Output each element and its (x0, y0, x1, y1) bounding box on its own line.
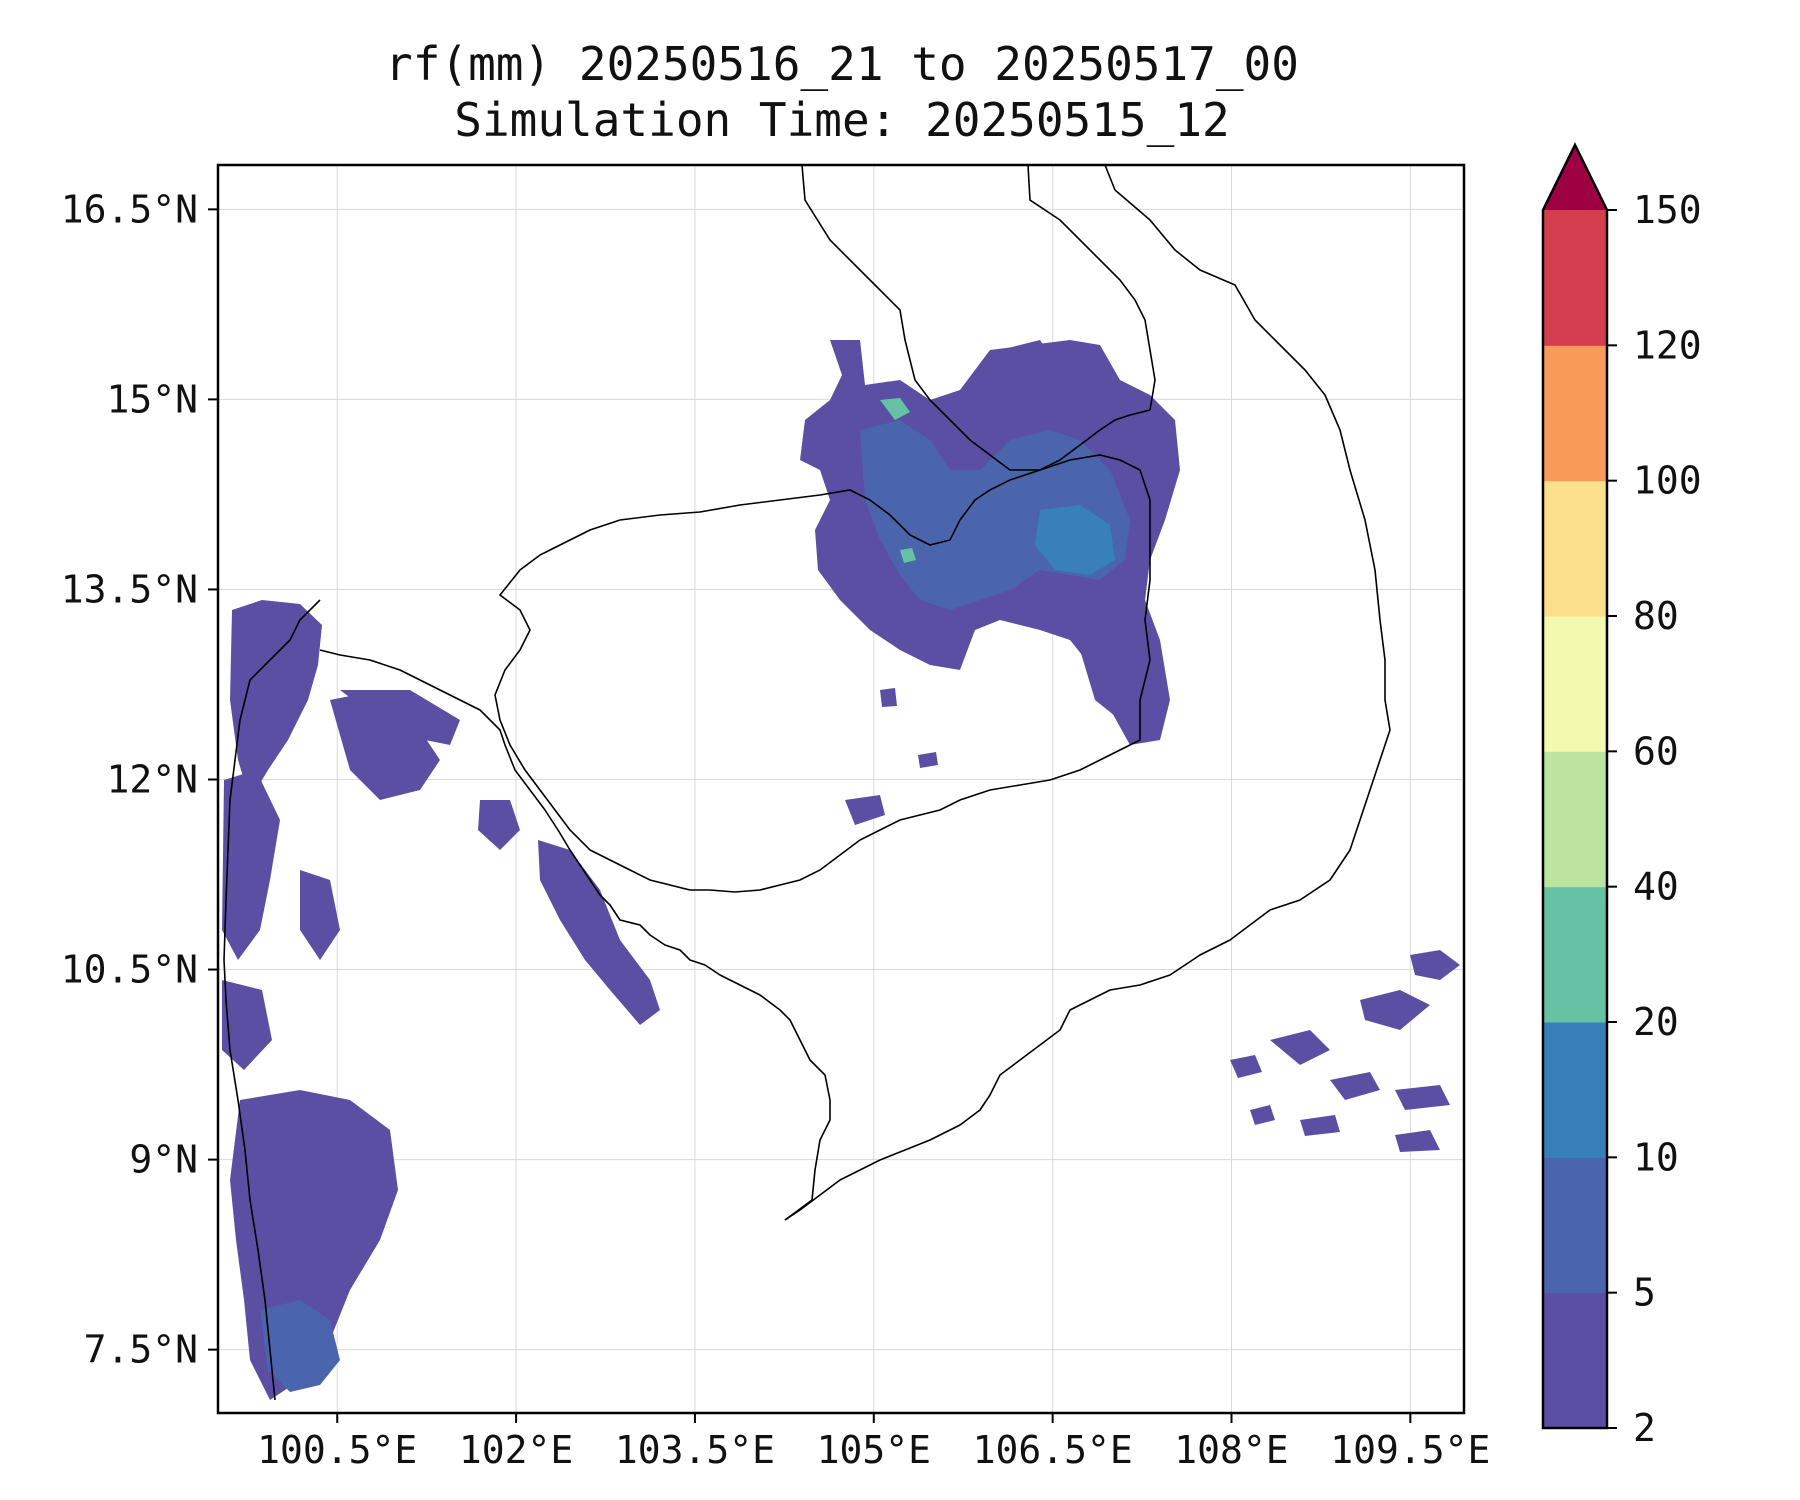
x-tick-label: 106.5°E (973, 1428, 1133, 1472)
border-cambodia (494, 454, 1151, 893)
coastline-mekong-delta (569, 849, 831, 1221)
rain-region-small-1 (845, 795, 885, 825)
title-line-2: Simulation Time: 20250515_12 (454, 93, 1229, 147)
colorbar-tick-label: 2 (1633, 1406, 1656, 1450)
rain-region-sea-4 (1230, 1055, 1262, 1078)
title-line-1: rf(mm) 20250516_21 to 20250517_00 (385, 37, 1299, 91)
colorbar-tick-label: 100 (1633, 459, 1702, 503)
map-panel: 100.5°E 102°E 103.5°E 105°E 106.5°E 108°E 109.… (61, 163, 1490, 1472)
y-tick-label: 12°N (106, 757, 198, 801)
colorbar-band (1543, 210, 1607, 346)
x-tick-label: 100.5°E (257, 1428, 417, 1472)
colorbar-tick-label: 20 (1633, 1000, 1679, 1044)
coastline-gulf-thailand-west (223, 599, 321, 1401)
rain-region-southwest-core (260, 1300, 340, 1392)
rain-region-coast-east (538, 840, 660, 1025)
colorbar-band (1543, 1157, 1607, 1294)
rain-region-eastern-blob (1070, 600, 1140, 720)
rain-region-sea-3 (1270, 1030, 1330, 1065)
colorbar-band (1543, 480, 1607, 617)
rain-region-small-3 (918, 752, 938, 768)
colorbar-extend-arrow (1543, 145, 1607, 210)
colorbar-band (1543, 345, 1607, 482)
x-tick-label: 102°E (459, 1428, 573, 1472)
colorbar-tick-label: 40 (1633, 865, 1679, 909)
y-axis-ticks: 16.5°N 15°N 13.5°N 12°N 10.5°N 9°N 7.5°N (61, 187, 218, 1372)
rain-region-northeast-core (1035, 505, 1115, 575)
rain-region-north-tip (1000, 340, 1060, 400)
y-tick-label: 15°N (106, 377, 198, 421)
colorbar-tick-label: 5 (1633, 1271, 1656, 1315)
y-tick-label: 9°N (129, 1138, 198, 1182)
y-tick-label: 13.5°N (61, 567, 198, 611)
colorbar: 2 5 10 20 40 60 80 100 120 150 (1541, 142, 1702, 1450)
colorbar-band (1543, 1022, 1607, 1158)
map-frame (216, 163, 1466, 1415)
coastlines-and-borders (223, 165, 1391, 1401)
colorbar-tick-label: 60 (1633, 729, 1679, 773)
rain-region-sea-5 (1330, 1072, 1380, 1100)
rain-region-gulf-south (300, 870, 340, 960)
rain-region-west-coast-3 (222, 980, 272, 1070)
border-laos-thailand (1027, 165, 1156, 411)
rain-region-northeast-peak-2 (900, 548, 916, 563)
colorbar-tick-label: 150 (1633, 188, 1702, 232)
rain-region-coast-north (340, 690, 460, 745)
colorbar-ticks: 2 5 10 20 40 60 80 100 120 150 (1607, 188, 1702, 1450)
colorbar-band (1543, 616, 1607, 752)
rain-region-sea-2 (1360, 990, 1430, 1030)
colorbar-band (1543, 751, 1607, 888)
rain-region-gulf-band (330, 690, 440, 800)
colorbar-tick-label: 10 (1633, 1135, 1679, 1179)
rain-region-coast-east-2 (478, 800, 520, 850)
x-tick-label: 103.5°E (615, 1428, 775, 1472)
coastline-vietnam-east (784, 165, 1391, 1221)
x-tick-label: 105°E (817, 1428, 931, 1472)
border-laos-vietnam (801, 165, 1151, 471)
coastline-gulf-thailand-east (319, 649, 571, 851)
rain-region-sea-1 (1410, 950, 1460, 980)
rain-region-northeast-peak (880, 398, 910, 420)
colorbar-band (1543, 1292, 1607, 1429)
rain-region-sea-8 (1395, 1130, 1440, 1152)
rain-region-small-2 (880, 688, 897, 707)
colorbar-tick-label: 80 (1633, 594, 1679, 638)
rain-region-sea-9 (1250, 1105, 1275, 1125)
y-tick-label: 7.5°N (84, 1328, 198, 1372)
rain-region-west-coast (230, 600, 322, 800)
rain-region-sea-7 (1300, 1115, 1340, 1136)
colorbar-bands (1543, 210, 1607, 1429)
map-background (218, 165, 1464, 1413)
rain-region-west-coast-2 (222, 770, 280, 960)
x-tick-label: 109.5°E (1330, 1428, 1490, 1472)
rain-region-sea-6 (1395, 1085, 1450, 1110)
colorbar-tick-label: 120 (1633, 323, 1702, 367)
x-axis-ticks: 100.5°E 102°E 103.5°E 105°E 106.5°E 108°E 109.… (257, 1413, 1490, 1472)
x-tick-label: 108°E (1174, 1428, 1288, 1472)
colorbar-band (1543, 886, 1607, 1023)
y-tick-label: 16.5°N (61, 187, 198, 231)
colorbar-outline (1541, 142, 1609, 1430)
y-tick-label: 10.5°N (61, 948, 198, 992)
